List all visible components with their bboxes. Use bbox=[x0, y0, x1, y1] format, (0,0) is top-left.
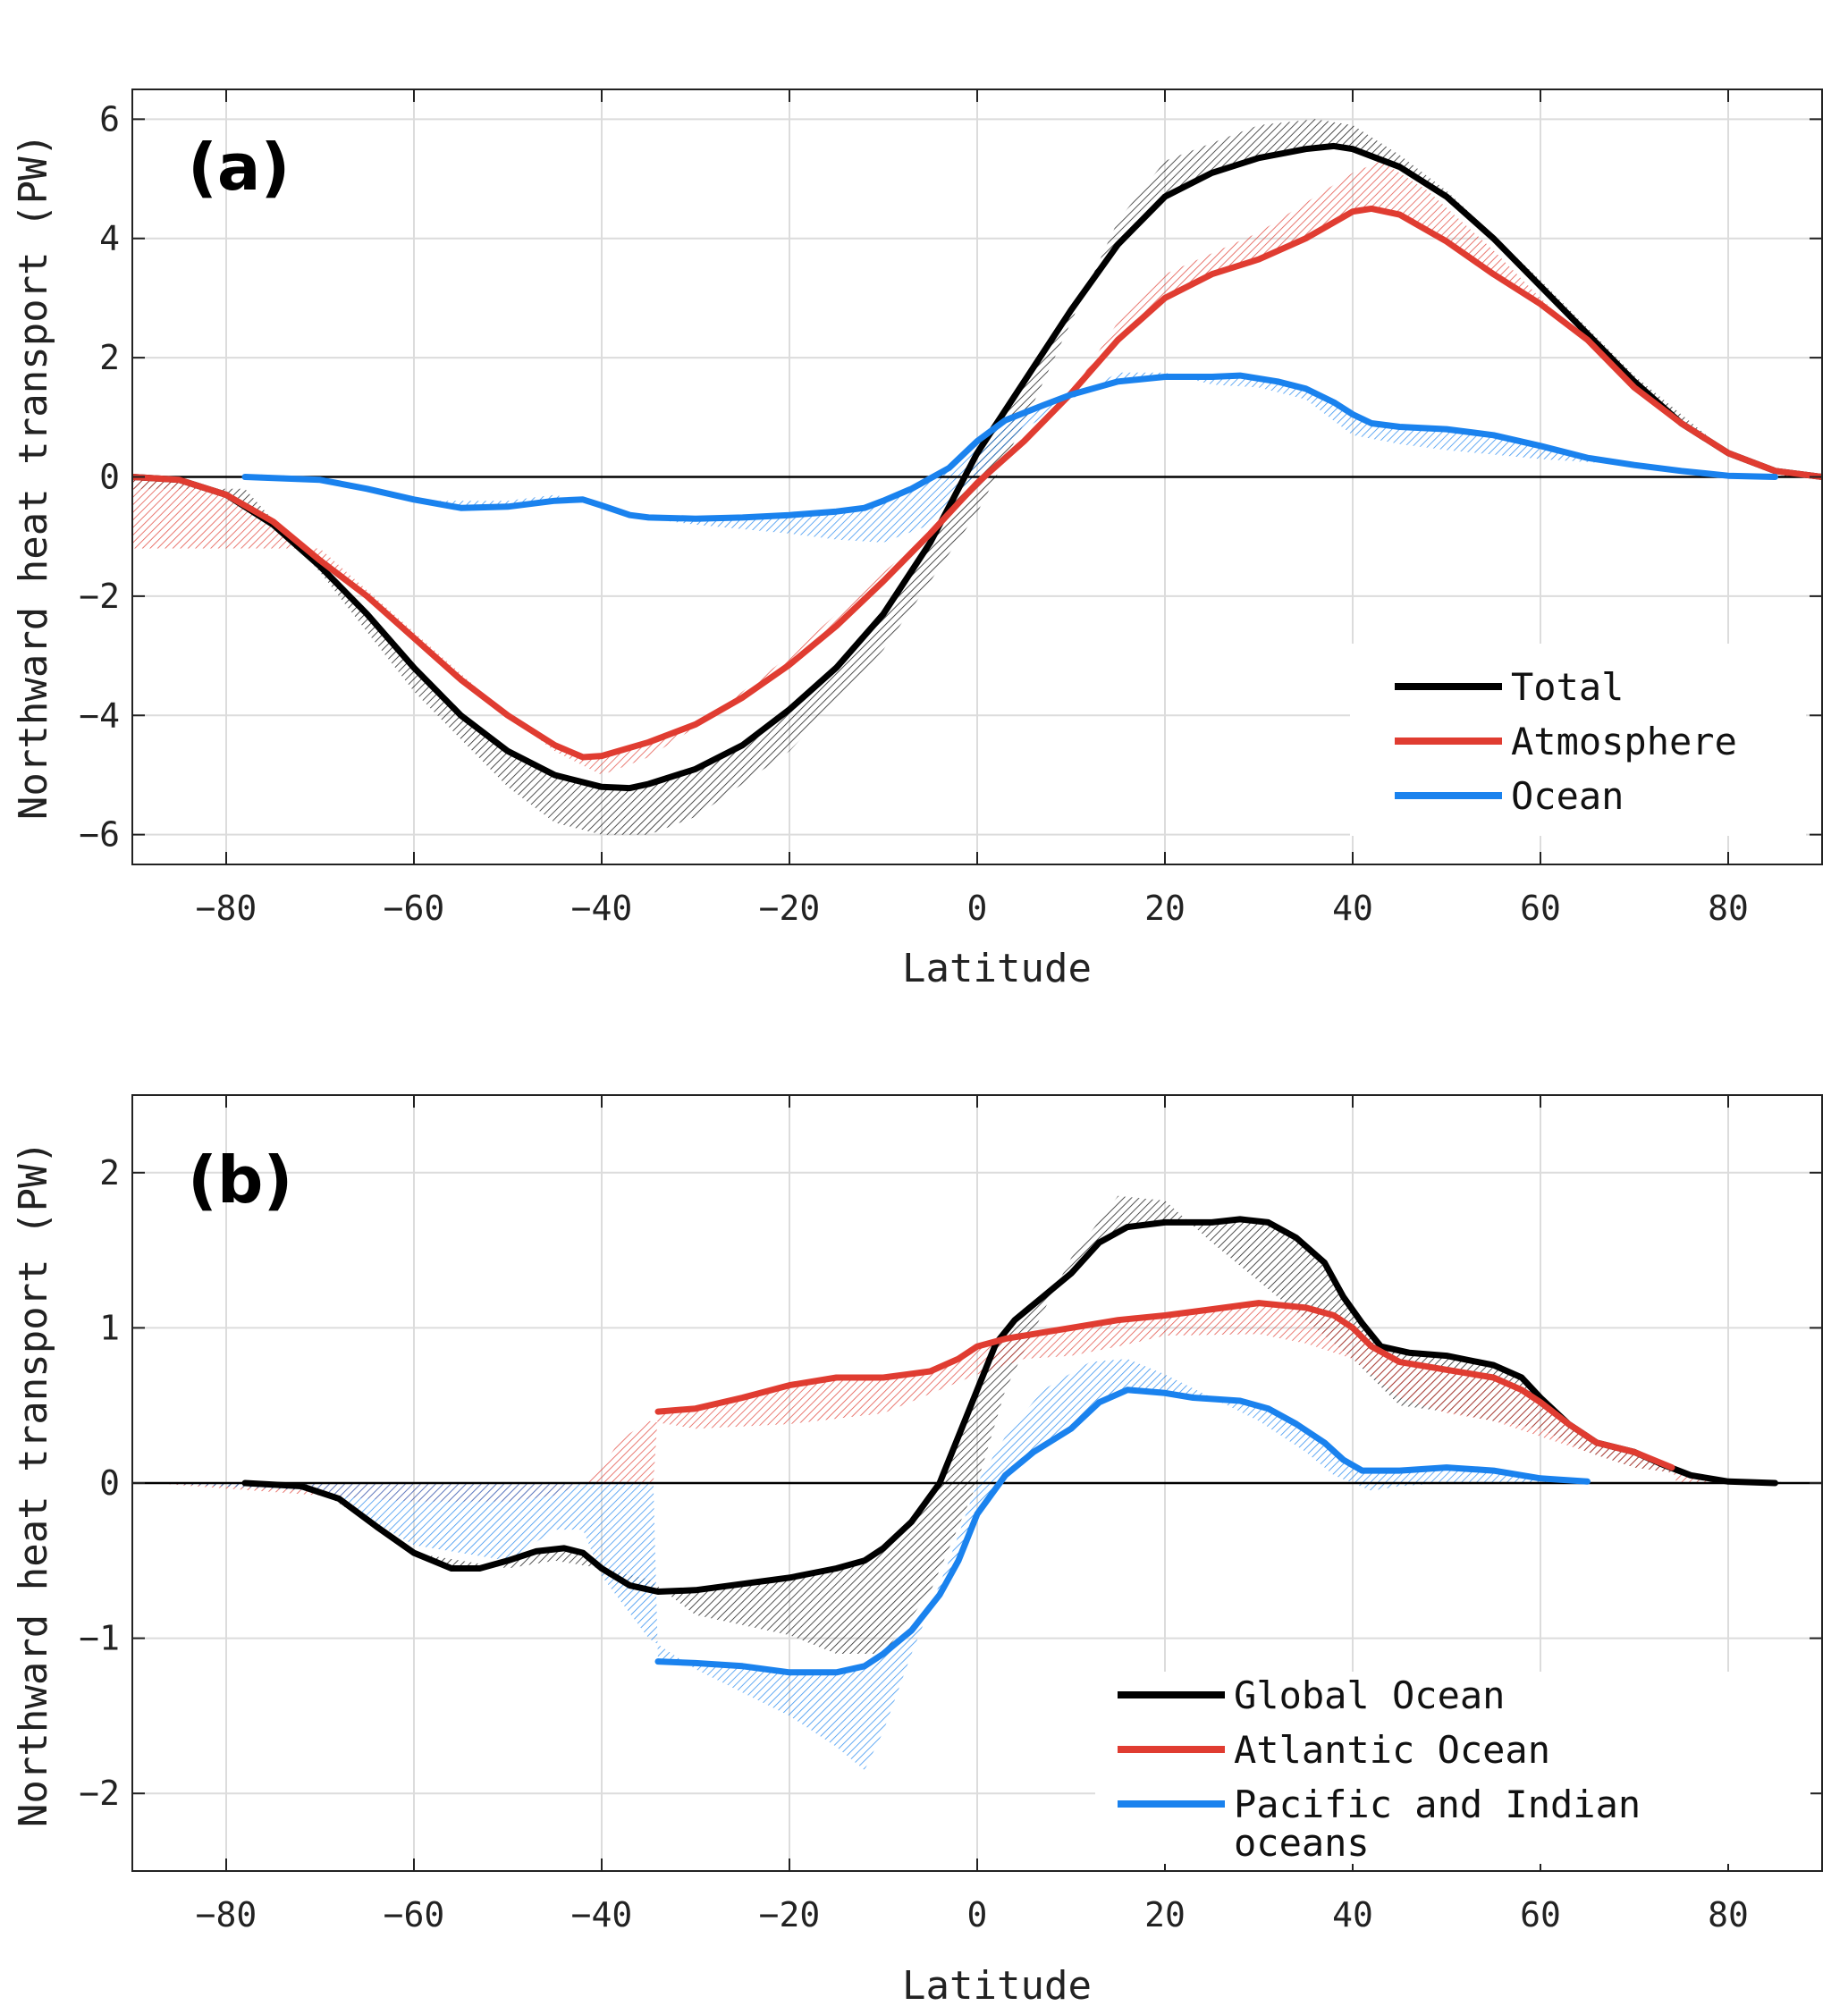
x-tick-label: 20 bbox=[1144, 1895, 1186, 1934]
x-tick-label: −80 bbox=[196, 1895, 257, 1934]
x-ticks-b: −80 −60 −40 −20 0 20 40 60 80 bbox=[196, 1095, 1749, 1934]
x-ticks-a: −80 −60 −40 −20 0 20 40 60 80 bbox=[196, 89, 1749, 928]
y-tick-label: 4 bbox=[99, 219, 120, 258]
y-axis-label-a: Northward heat transport (PW) bbox=[11, 133, 56, 820]
series-line-pacific-and-indian-oceans bbox=[654, 1386, 1591, 1676]
panel-label-a: (a) bbox=[188, 130, 290, 205]
spread-band-global-ocean bbox=[151, 1195, 1803, 1654]
y-axis-label-b: Northward heat transport (PW) bbox=[11, 1141, 56, 1827]
legend-label-atlantic-ocean: Atlantic Ocean bbox=[1234, 1728, 1550, 1772]
x-tick-label: 60 bbox=[1520, 889, 1561, 928]
x-tick-label: 0 bbox=[967, 889, 988, 928]
legend-box-b bbox=[1095, 1672, 1810, 1864]
spread-band-atlantic-ocean bbox=[151, 1302, 1803, 1502]
spreads-b bbox=[151, 1195, 1803, 1771]
legend-label-global-ocean: Global Ocean bbox=[1234, 1673, 1505, 1717]
legend-a: Total Atmosphere Ocean bbox=[1350, 644, 1806, 836]
y-tick-label: 2 bbox=[99, 338, 120, 377]
series-line-global-ocean bbox=[241, 1216, 1778, 1595]
x-tick-label: −80 bbox=[196, 889, 257, 928]
series-b bbox=[241, 1216, 1778, 1676]
x-tick-label: −60 bbox=[384, 889, 445, 928]
y-tick-label: −6 bbox=[79, 815, 120, 855]
y-tick-label: 2 bbox=[99, 1153, 120, 1193]
x-tick-label: −20 bbox=[759, 1895, 821, 1934]
panel-b: −80 −60 −40 −20 0 20 40 60 80 −2 −1 0 1 2 (b) Latitu… bbox=[11, 1094, 1823, 2006]
legend-label-pacific-indian-line2: oceans bbox=[1234, 1821, 1370, 1865]
series-line-atlantic-ocean bbox=[654, 1300, 1675, 1471]
legend-b: Global Ocean Atlantic Ocean Pacific and … bbox=[1095, 1672, 1810, 1865]
y-tick-label: −4 bbox=[79, 695, 120, 735]
x-axis-label-b: Latitude bbox=[902, 1963, 1092, 2006]
series-line-total bbox=[132, 142, 1822, 792]
y-tick-label: −2 bbox=[79, 1774, 120, 1813]
series-a bbox=[132, 142, 1822, 792]
x-tick-label: 20 bbox=[1144, 889, 1186, 928]
y-tick-label: −1 bbox=[79, 1619, 120, 1658]
panel-label-b: (b) bbox=[188, 1142, 292, 1218]
series-line-ocean bbox=[241, 372, 1778, 522]
legend-label-pacific-indian: Pacific and Indian bbox=[1234, 1783, 1641, 1826]
y-ticks-b: −2 −1 0 1 2 bbox=[79, 1153, 1822, 1813]
x-tick-label: 80 bbox=[1708, 1895, 1749, 1934]
x-tick-label: 0 bbox=[967, 1895, 988, 1934]
y-tick-label: 0 bbox=[99, 458, 120, 497]
x-axis-label-a: Latitude bbox=[902, 946, 1092, 991]
series-line-atmosphere bbox=[132, 205, 1822, 761]
y-tick-label: 0 bbox=[99, 1463, 120, 1503]
legend-label-ocean: Ocean bbox=[1511, 774, 1624, 818]
y-tick-label: −2 bbox=[79, 577, 120, 616]
x-tick-label: −60 bbox=[384, 1895, 445, 1934]
x-tick-label: 40 bbox=[1332, 1895, 1373, 1934]
x-tick-label: 80 bbox=[1708, 889, 1749, 928]
legend-label-atmosphere: Atmosphere bbox=[1511, 720, 1737, 763]
x-tick-label: −20 bbox=[759, 889, 821, 928]
y-tick-label: 6 bbox=[99, 99, 120, 139]
x-tick-label: 60 bbox=[1520, 1895, 1561, 1934]
y-ticks-a: −6 −4 −2 0 2 4 6 bbox=[79, 99, 1822, 855]
x-tick-label: 40 bbox=[1332, 889, 1373, 928]
y-tick-label: 1 bbox=[99, 1308, 120, 1347]
legend-label-total: Total bbox=[1511, 665, 1624, 709]
x-tick-label: −40 bbox=[571, 889, 633, 928]
x-tick-label: −40 bbox=[571, 1895, 633, 1934]
